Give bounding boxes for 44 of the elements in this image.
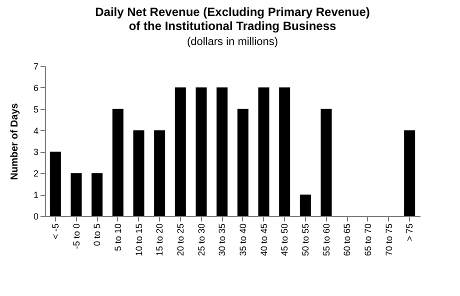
bar xyxy=(404,130,416,216)
bar xyxy=(50,152,61,216)
x-tick-label: 25 to 30 xyxy=(196,224,206,256)
y-tick-label: 6 xyxy=(33,82,38,93)
y-axis-title: Number of Days xyxy=(9,102,20,180)
x-tick-label: 55 to 60 xyxy=(321,224,332,256)
y-tick-label: 7 xyxy=(33,62,38,72)
chart-title: Daily Net Revenue (Excluding Primary Revenue) of the Institutional Trading Business xyxy=(95,5,370,33)
bar xyxy=(196,87,207,216)
x-tick-label: 0 to 5 xyxy=(92,224,102,246)
bar xyxy=(300,194,311,216)
y-tick-label: 1 xyxy=(33,190,38,200)
x-tick-label: 30 to 35 xyxy=(217,224,228,256)
y-tick-label: 2 xyxy=(33,168,38,179)
x-tick-label: 70 to 75 xyxy=(384,224,394,256)
bar xyxy=(279,87,290,216)
bar xyxy=(320,108,332,216)
bar xyxy=(258,87,270,216)
y-tick-label: 0 xyxy=(33,212,38,222)
x-tick-label: 35 to 40 xyxy=(238,224,248,256)
x-tick-label: -5 to 0 xyxy=(71,224,82,250)
x-tick-label: 65 to 70 xyxy=(362,224,373,256)
x-tick-label: 50 to 55 xyxy=(300,224,310,256)
x-tick-label: > 75 xyxy=(404,224,415,242)
x-tick-label: 10 to 15 xyxy=(134,224,144,256)
x-tick-label: 45 to 50 xyxy=(280,224,290,256)
chart-subtitle: (dollars in millions) xyxy=(186,36,278,48)
x-tick-label: 60 to 65 xyxy=(342,224,352,256)
bar xyxy=(174,87,186,216)
y-tick-label: 4 xyxy=(33,126,38,136)
bar xyxy=(154,130,166,216)
y-tick-label: 5 xyxy=(33,104,38,114)
bar xyxy=(70,173,82,216)
x-tick-label: 40 to 45 xyxy=(258,224,269,256)
x-tick-label: 20 to 25 xyxy=(175,224,186,256)
bar xyxy=(237,108,248,216)
x-tick-label: 15 to 20 xyxy=(154,224,165,256)
y-tick-label: 3 xyxy=(33,147,38,158)
bar xyxy=(133,130,144,216)
bar xyxy=(112,108,124,216)
bar xyxy=(92,173,103,216)
bar xyxy=(216,87,228,216)
x-tick-label: < -5 xyxy=(50,224,60,240)
x-tick-label: 5 to 10 xyxy=(112,224,123,252)
